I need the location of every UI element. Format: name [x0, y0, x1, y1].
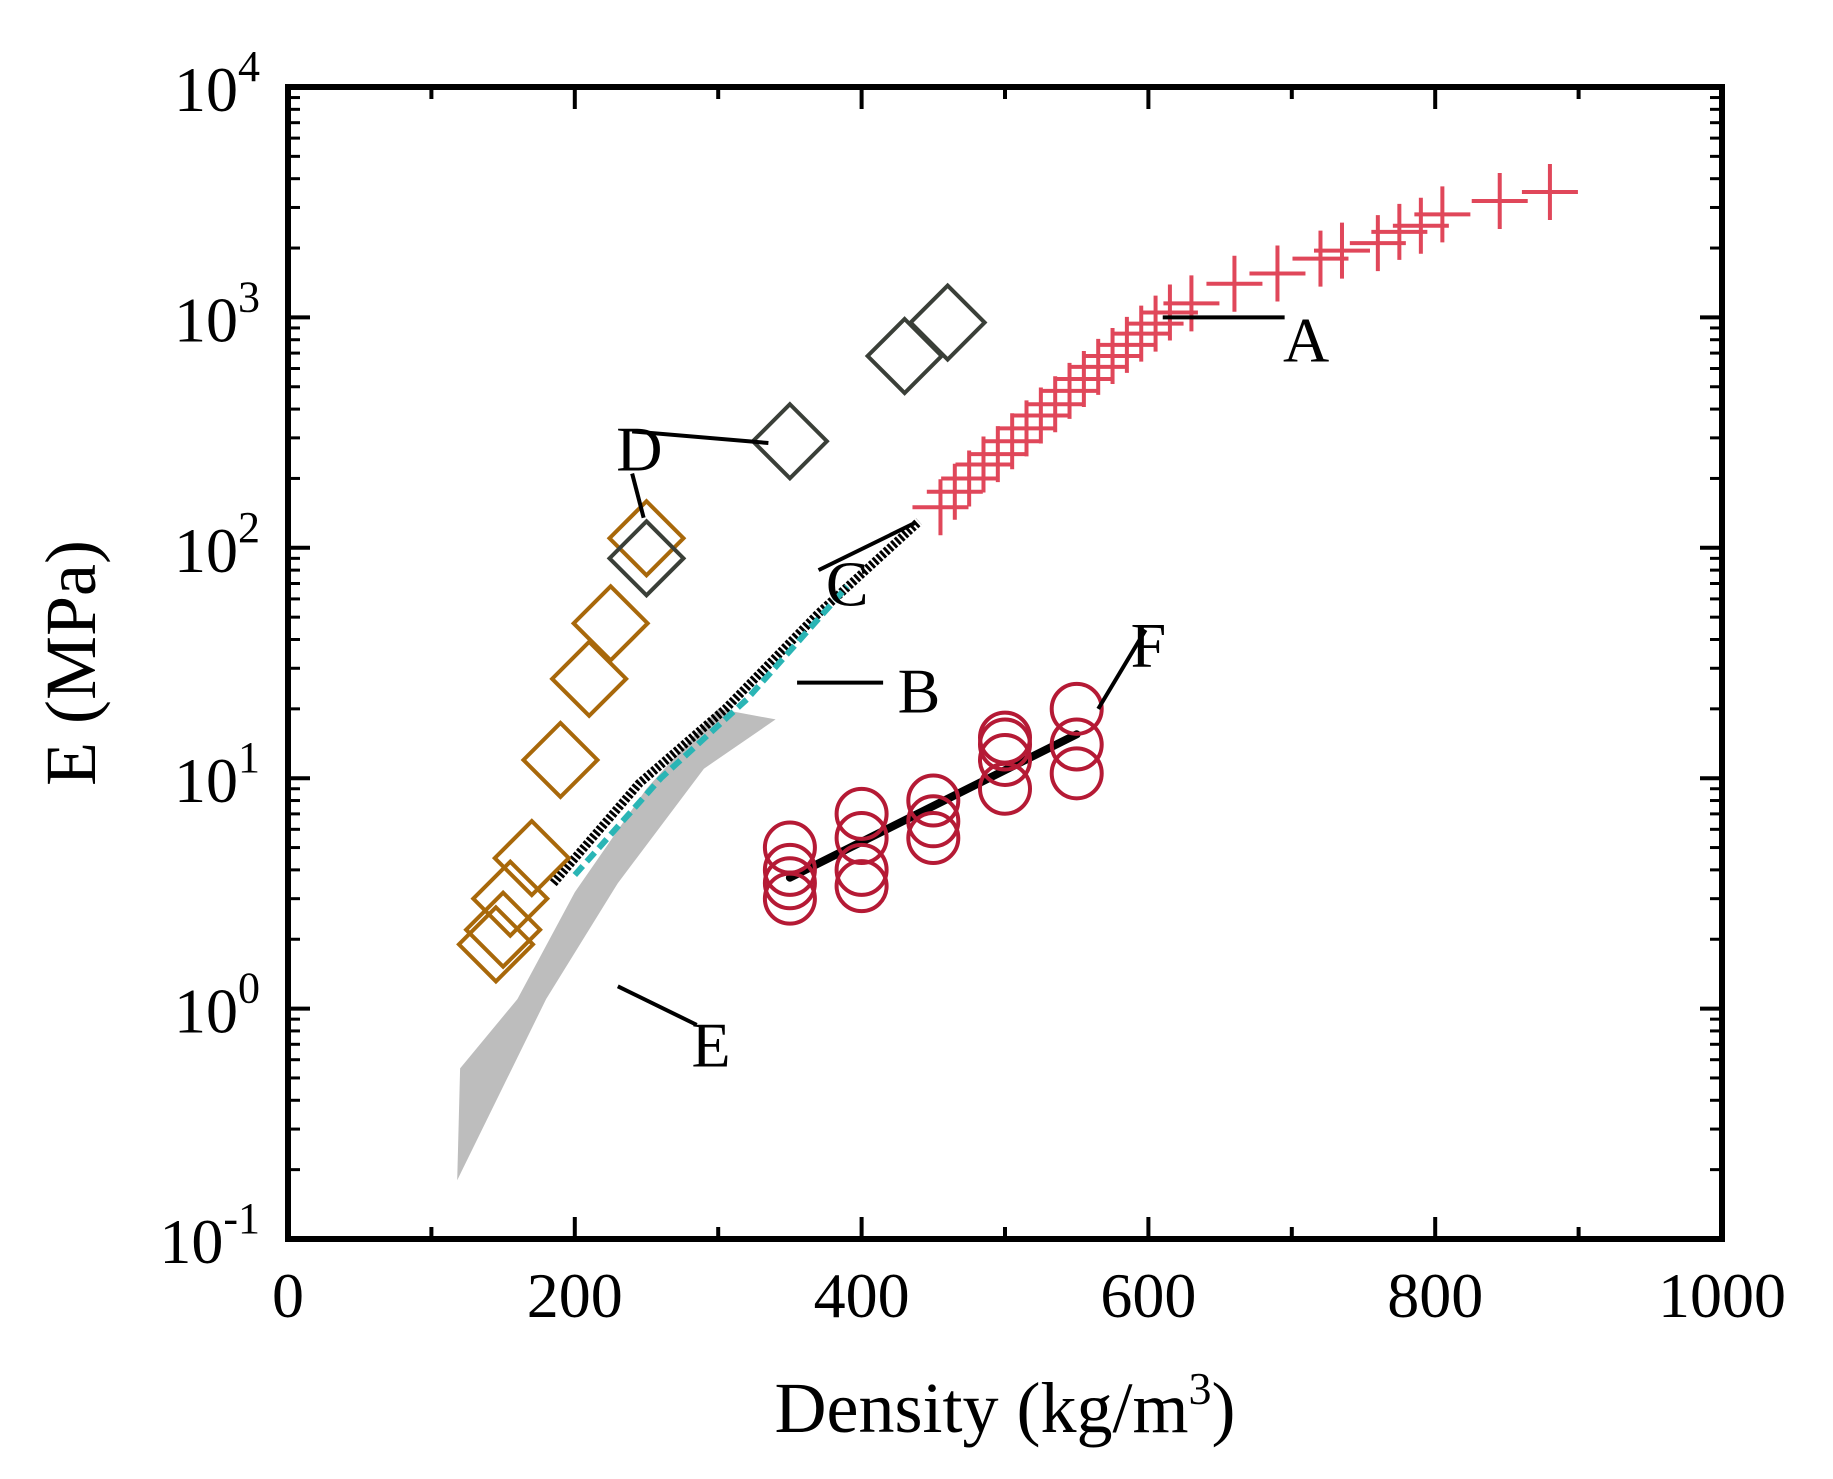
annotation-label-D: D	[616, 413, 662, 484]
point-A-0	[912, 479, 969, 536]
annotation-label-F: F	[1131, 610, 1167, 681]
point-A-1	[926, 463, 983, 520]
point-F-7	[834, 786, 889, 841]
point-A-25	[1414, 186, 1471, 243]
point-A-20	[1292, 230, 1349, 287]
point-F-6	[834, 811, 889, 866]
x-tick-label-600: 600	[1100, 1260, 1196, 1331]
point-A-26	[1471, 173, 1528, 230]
tick-label-layer: 0 200 400 600 800 1000 10-1 100 101 102 103 104	[159, 42, 1786, 1331]
annotation-leader-D	[630, 473, 646, 519]
point-A-19	[1249, 245, 1306, 302]
x-tick-label-0: 0	[272, 1260, 304, 1331]
y-tick-label-2: 102	[174, 503, 260, 586]
point-A-18	[1206, 255, 1263, 312]
point-A-8	[1027, 376, 1084, 433]
point-D_large-1	[750, 401, 830, 482]
point-F-5	[834, 842, 889, 897]
point-F-1	[762, 856, 817, 911]
annotation-layer: A BC D E F	[616, 305, 1329, 1081]
point-A-12	[1084, 327, 1141, 384]
point-A-13	[1098, 316, 1155, 373]
point-A-6	[998, 400, 1055, 457]
y-tick-label-0: 100	[174, 964, 260, 1047]
point-A-24	[1392, 197, 1449, 254]
point-A-11	[1070, 338, 1127, 395]
point-A-7	[1012, 387, 1069, 444]
point-D_small-6	[570, 583, 651, 664]
point-A-4	[969, 426, 1026, 483]
y-tick-label-3: 103	[174, 272, 260, 355]
point-F-16	[1049, 717, 1104, 772]
series-area-E	[457, 708, 776, 1181]
point-F-14	[978, 710, 1032, 765]
x-tick-label-800: 800	[1387, 1260, 1483, 1331]
point-D_small-4	[520, 720, 601, 800]
point-D_large-0	[606, 518, 687, 599]
point-A-27	[1521, 164, 1578, 221]
point-F-10	[906, 773, 961, 828]
point-D_small-0	[456, 904, 536, 985]
point-A-5	[984, 413, 1041, 470]
point-D_small-5	[549, 638, 629, 719]
markers-layer	[456, 164, 1578, 985]
y-tick-label--1: 10-1	[159, 1194, 260, 1277]
point-A-10	[1055, 351, 1112, 408]
x-tick-label-200: 200	[527, 1260, 623, 1331]
point-D_small-2	[470, 858, 551, 939]
point-A-21	[1313, 222, 1370, 279]
tick-layer	[288, 87, 1722, 1239]
line-F	[785, 730, 1081, 882]
x-tick-label-400: 400	[814, 1260, 910, 1331]
annotation-label-B: B	[898, 656, 941, 727]
point-F-12	[978, 732, 1032, 787]
annotation-leader-E	[616, 984, 698, 1027]
y-tick-label-4: 104	[174, 42, 260, 125]
line-C	[549, 518, 923, 887]
annotation-label-C: C	[826, 548, 869, 619]
point-F-8	[906, 811, 961, 866]
point-D_small-7	[606, 498, 687, 579]
x-tick-label-1000: 1000	[1658, 1260, 1786, 1331]
point-A-2	[941, 450, 998, 507]
point-A-17	[1163, 275, 1220, 332]
x-axis-title: Density (kg/m3)	[775, 1363, 1236, 1448]
annotation-leader-F	[1096, 628, 1148, 710]
point-A-22	[1349, 215, 1406, 272]
point-F-3	[762, 820, 817, 875]
y-axis-title: E (MPa)	[31, 540, 111, 786]
point-A-3	[955, 436, 1012, 493]
annotation-label-E: E	[691, 1009, 730, 1080]
point-D_large-2	[864, 316, 945, 396]
point-F-15	[1049, 746, 1104, 801]
point-F-17	[1049, 681, 1104, 736]
point-A-9	[1041, 362, 1098, 419]
point-A-15	[1127, 295, 1184, 352]
area-layer	[457, 708, 776, 1181]
point-F-9	[906, 794, 961, 849]
point-F-2	[762, 842, 817, 897]
y-tick-label-1: 101	[174, 733, 260, 816]
annotation-label-A: A	[1283, 305, 1329, 376]
annotation-leader-D	[631, 429, 769, 445]
line-B	[572, 584, 850, 877]
point-D_large-3	[907, 282, 988, 363]
point-D_small-3	[491, 818, 572, 898]
point-A-23	[1371, 203, 1428, 260]
point-A-16	[1141, 284, 1198, 341]
point-A-14	[1113, 305, 1170, 362]
annotation-leader-C	[817, 521, 916, 572]
